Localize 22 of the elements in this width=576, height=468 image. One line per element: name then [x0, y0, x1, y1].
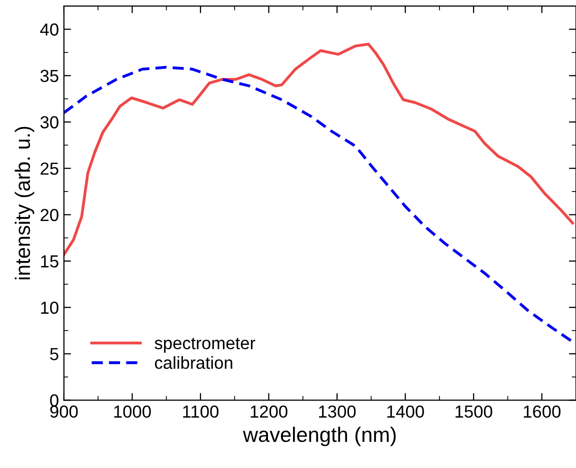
y-tick-label: 0	[50, 394, 58, 407]
x-tick-label: 1100	[183, 405, 218, 418]
x-tick-label: 1600	[524, 405, 560, 418]
y-tick-label: 20	[40, 208, 58, 222]
y-tick-label: 15	[41, 255, 58, 268]
x-tick-label: 1400	[387, 405, 424, 418]
line-series	[64, 42, 574, 256]
x-tick-label: 900	[50, 405, 78, 418]
y-tick-label: 10	[41, 302, 58, 314]
y-axis-title: intensity (arb. u.)	[14, 126, 34, 280]
y-tick-label: 35	[40, 70, 58, 82]
legend-label: spectrometer	[154, 338, 256, 353]
y-tick-label: 40	[40, 23, 58, 36]
x-tick-label: 1200	[250, 405, 288, 418]
x-tick-label: 1500	[456, 405, 492, 418]
x-tick-label: 1000	[114, 405, 151, 418]
y-tick-label: 25	[40, 162, 58, 175]
y-tick-label: 5	[50, 348, 58, 360]
x-tick-label: 1300	[319, 405, 356, 418]
legend-label: calibration	[154, 356, 232, 369]
y-tick-label: 30	[40, 116, 58, 128]
x-axis-title: wavelength (nm)	[242, 426, 396, 446]
